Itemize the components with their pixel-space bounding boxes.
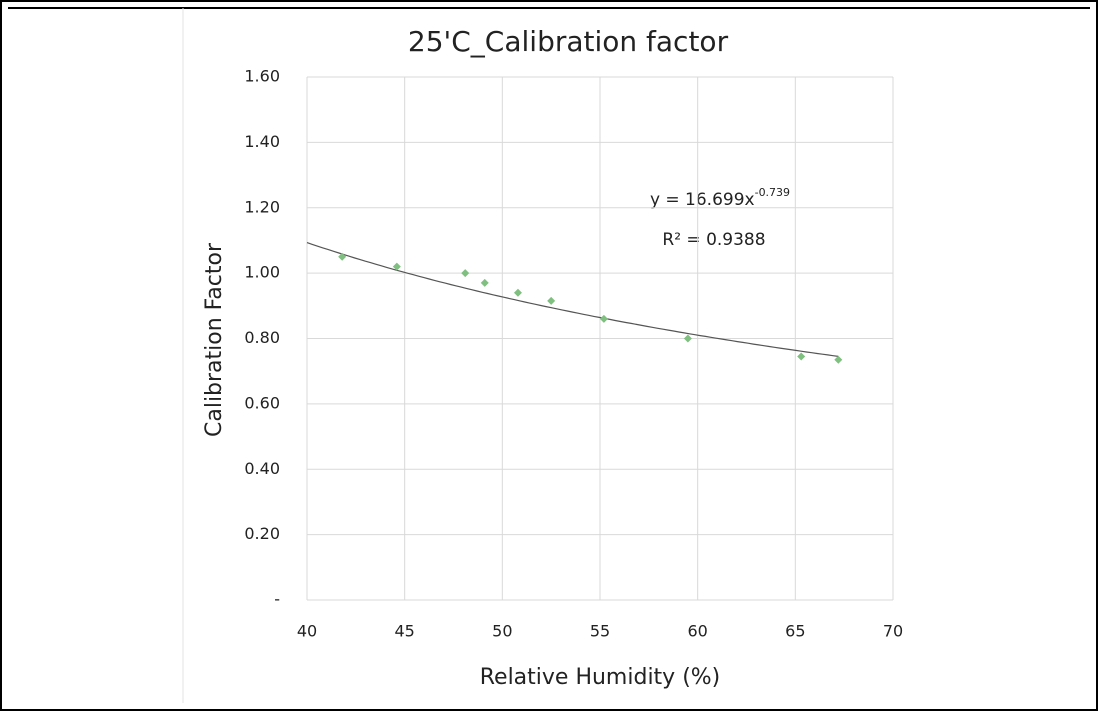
equation-base: y = 16.699x	[650, 190, 755, 210]
y-tick-label: -	[274, 590, 280, 609]
point	[683, 334, 692, 343]
point	[338, 252, 347, 261]
x-tick-label: 70	[883, 622, 903, 641]
y-tick-label: 1.20	[244, 197, 280, 216]
y-tick-label: 1.40	[244, 132, 280, 151]
trendline	[306, 242, 839, 357]
x-tick-label: 55	[590, 622, 610, 641]
point	[547, 296, 556, 305]
point	[392, 262, 401, 271]
y-tick-label: 1.60	[244, 67, 280, 86]
chart-title: 25'C_Calibration factor	[408, 25, 729, 58]
y-tick-label: 0.60	[244, 393, 280, 412]
y-tick-label: 0.40	[244, 459, 280, 478]
point	[834, 355, 843, 364]
x-tick-label: 45	[394, 622, 414, 641]
r-squared: R² = 0.9388	[662, 230, 765, 250]
y-tick-label: 0.20	[244, 524, 280, 543]
point	[599, 314, 608, 323]
y-tick-label: 0.80	[244, 328, 280, 347]
y-axis-title: Calibration Factor	[202, 242, 227, 437]
x-tick-label: 50	[492, 622, 512, 641]
point	[461, 269, 470, 278]
x-tick-label: 65	[785, 622, 805, 641]
y-tick-label: 1.00	[244, 263, 280, 282]
x-tick-label: 40	[297, 622, 317, 641]
trend-equation: y = 16.699x-0.739	[650, 186, 790, 210]
point	[480, 278, 489, 287]
point	[797, 352, 806, 361]
point	[513, 288, 522, 297]
equation-exponent: -0.739	[755, 186, 790, 199]
x-axis-title: Relative Humidity (%)	[480, 665, 721, 690]
x-tick-label: 60	[687, 622, 707, 641]
